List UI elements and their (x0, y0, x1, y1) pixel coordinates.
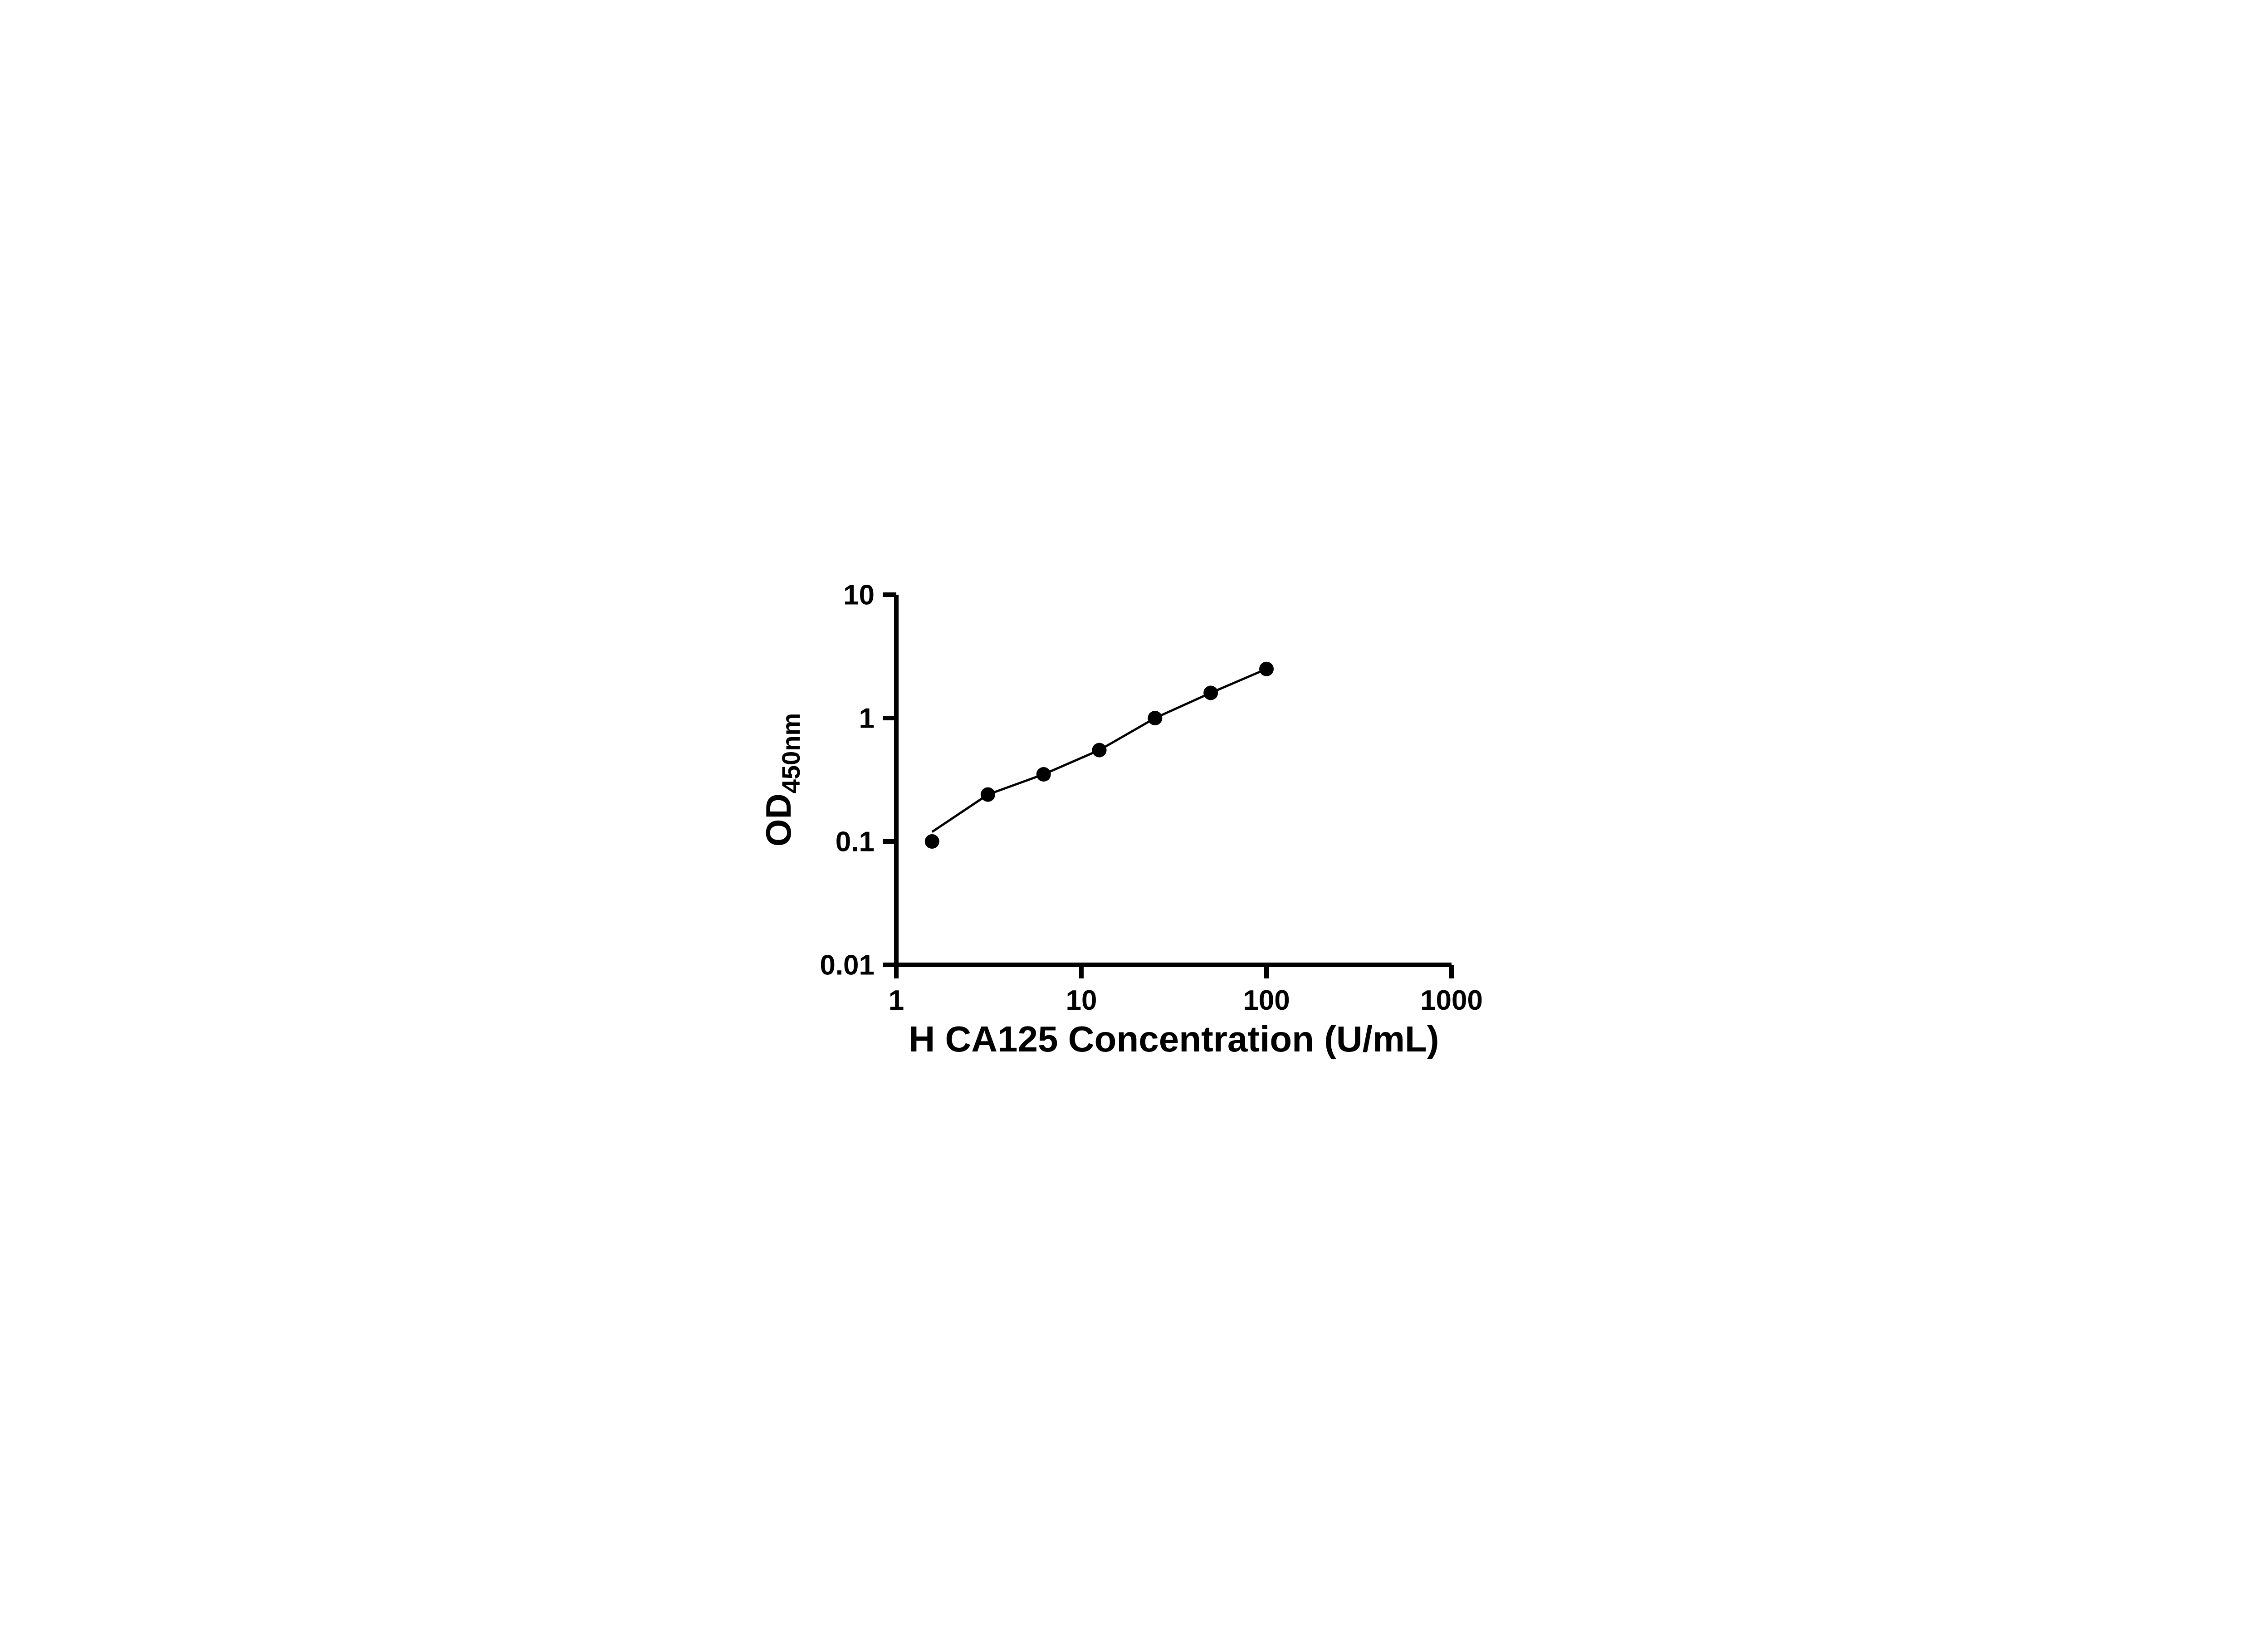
axis-frame (894, 595, 1452, 967)
standard-curve-plot: 1 10 100 1000 0.01 0.1 1 10 H CA125 Concentrati… (745, 544, 1523, 1089)
y-axis-tick-label: 10 (843, 580, 875, 611)
data-point (1203, 685, 1218, 700)
axes-layer: 1 10 100 1000 0.01 0.1 1 10 (820, 580, 1483, 1016)
x-axis-tick-label: 1 (889, 985, 904, 1016)
x-axis-tick-label: 1000 (1420, 985, 1483, 1016)
y-axis-title: OD450nm (758, 713, 805, 846)
x-axis-tick-label: 100 (1243, 985, 1290, 1016)
data-layer (924, 661, 1274, 849)
y-axis-title-main: OD (758, 793, 798, 846)
data-point (980, 787, 995, 802)
x-axis-tick-label: 10 (1066, 985, 1097, 1016)
data-point (1259, 661, 1274, 676)
y-axis-tick-label: 0.1 (836, 826, 875, 858)
data-point (1036, 767, 1051, 782)
data-point (1092, 743, 1107, 758)
y-axis-tick-label: 0.01 (820, 950, 875, 981)
y-axis-title-subscript: 450nm (777, 713, 805, 793)
data-point (1148, 711, 1163, 725)
data-point (924, 834, 939, 849)
y-axis-tick-label: 1 (859, 703, 875, 734)
standard-curve-figure: 1 10 100 1000 0.01 0.1 1 10 H CA125 Concentrati… (745, 544, 1523, 1089)
x-axis-title: H CA125 Concentration (U/mL) (909, 1019, 1439, 1059)
